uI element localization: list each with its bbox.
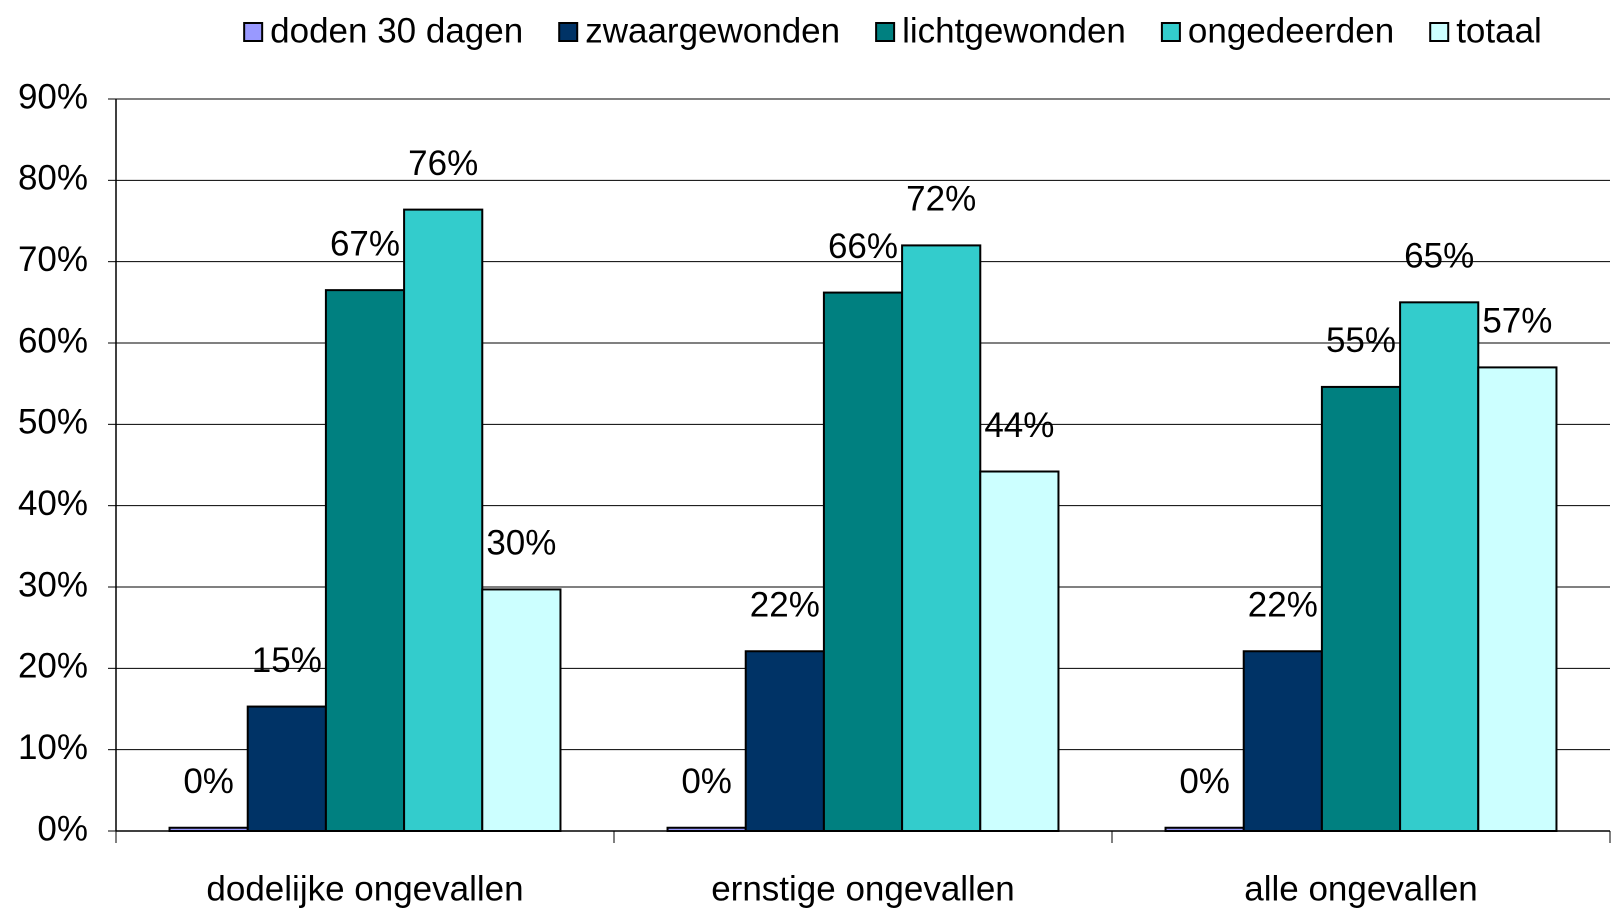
legend-swatch [558,22,579,42]
bar [1477,366,1558,832]
legend-label: doden 30 dagen [270,11,523,50]
legend-label: zwaargewonden [585,11,840,50]
y-tick-label: 20% [18,647,88,686]
bar [1320,385,1402,832]
y-tick-label: 70% [18,240,88,279]
bar [1164,826,1245,832]
x-tick-label: dodelijke ongevallen [206,869,523,908]
bar [979,470,1060,832]
y-tick-label: 40% [18,484,88,523]
y-tick-label: 0% [37,809,88,848]
data-label: 0% [681,762,732,801]
bar [901,244,982,832]
legend-label: totaal [1456,11,1542,50]
bar [481,588,562,832]
data-label: 76% [408,144,478,183]
legend-swatch [1429,22,1450,42]
y-tick-label: 50% [18,403,88,442]
y-tick-label: 30% [18,565,88,604]
data-label: 22% [750,586,820,625]
data-label: 67% [330,224,400,263]
data-label: 44% [984,406,1054,445]
y-tick-label: 60% [18,321,88,360]
data-label: 66% [828,227,898,266]
bar [1399,301,1480,833]
data-label: 72% [906,180,976,219]
bar [666,826,747,832]
bar [168,826,249,832]
bar [324,289,406,832]
x-tick-label: ernstige ongevallen [711,869,1015,908]
data-label: 22% [1248,586,1318,625]
x-tick-label: alle ongevallen [1244,869,1478,908]
data-label: 0% [183,762,234,801]
data-label: 15% [252,641,322,680]
legend-label: lichtgewonden [902,11,1126,50]
bar [403,208,484,832]
data-label: 65% [1404,237,1474,276]
legend-label: ongedeerden [1188,11,1394,50]
bar [246,705,327,832]
bar [744,650,825,833]
legend-swatch [875,22,896,42]
data-label: 0% [1179,762,1230,801]
bar [822,291,904,833]
y-tick-label: 90% [18,77,88,116]
y-tick-label: 10% [18,728,88,767]
legend-swatch [243,22,264,42]
legend-swatch [1160,22,1181,42]
y-tick-label: 80% [18,159,88,198]
data-label: 55% [1326,321,1396,360]
data-label: 30% [486,524,556,563]
bar [1242,650,1323,833]
data-label: 57% [1482,302,1552,341]
